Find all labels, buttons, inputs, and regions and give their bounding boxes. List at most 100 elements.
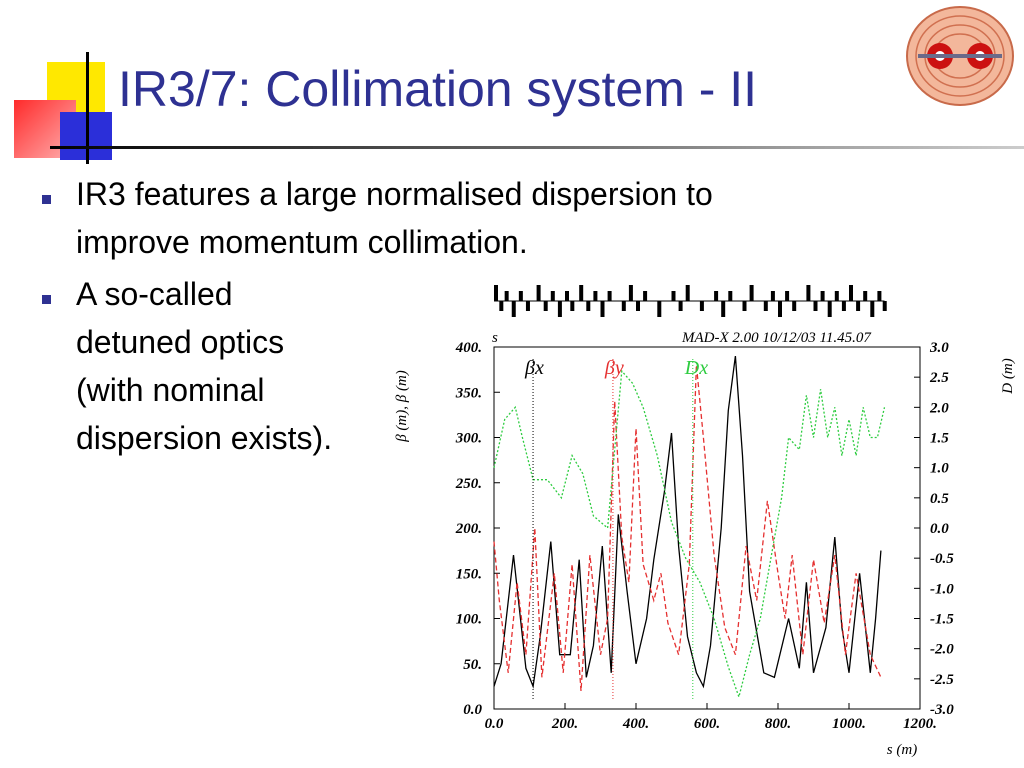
- bullet-line: IR3 features a large normalised dispersi…: [76, 176, 713, 212]
- bullet-line: detuned optics: [76, 324, 285, 360]
- bullet-marker: [42, 195, 51, 204]
- series-line-beta-y: [493, 365, 882, 691]
- lattice-element: [671, 291, 676, 301]
- lattice-element: [494, 285, 498, 301]
- lattice-element: [749, 285, 754, 301]
- x-tick-label: 1200.: [903, 716, 937, 732]
- y2-tick-label: 2.5: [929, 370, 949, 386]
- lattice-element: [525, 301, 530, 311]
- plot-header: MAD-X 2.00 10/12/03 11.45.07: [681, 330, 872, 346]
- lattice-strip: [494, 285, 887, 317]
- lattice-element: [621, 301, 626, 311]
- lattice-element: [636, 301, 640, 311]
- lhc-logo-icon: [906, 6, 1014, 106]
- y-tick-label: 250.: [455, 476, 482, 492]
- lattice-element: [600, 301, 605, 317]
- y2-tick-label: 2.0: [929, 400, 949, 416]
- y2-tick-label: 0.0: [930, 521, 949, 537]
- lattice-element: [657, 301, 662, 317]
- y2-tick-label: -0.5: [930, 551, 954, 567]
- deco-horizontal-rule: [50, 146, 1024, 149]
- y2-tick-label: -1.5: [930, 612, 954, 628]
- lattice-element: [543, 301, 548, 311]
- lattice-element: [863, 291, 868, 301]
- legend-label: βx: [524, 357, 544, 379]
- y2-tick-label: 3.0: [929, 340, 949, 356]
- lattice-element: [742, 301, 747, 311]
- lattice-element: [593, 291, 598, 301]
- slide-title: IR3/7: Collimation system - II: [118, 61, 758, 117]
- bullet-line: improve momentum collimation.: [76, 224, 528, 260]
- y-tick-label: 350.: [455, 385, 482, 401]
- lattice-element: [565, 291, 569, 301]
- y-axis-label: β (m), β (m): [394, 370, 410, 443]
- lattice-element: [550, 291, 555, 301]
- lattice-element: [536, 285, 541, 301]
- y2-tick-label: -2.5: [930, 672, 954, 688]
- y-tick-label: 50.: [463, 657, 482, 673]
- lattice-element: [518, 291, 523, 301]
- plot-series: [493, 356, 886, 700]
- x-tick-label: 400.: [622, 716, 649, 732]
- lattice-element: [856, 301, 861, 311]
- lattice-element: [511, 301, 516, 317]
- x-tick-label: 1000.: [832, 716, 866, 732]
- y-tick-label: 200.: [455, 521, 482, 537]
- deco-vertical-line: [86, 52, 89, 164]
- lattice-element: [770, 291, 775, 301]
- lattice-element: [813, 301, 818, 311]
- legend-label: Dx: [684, 357, 708, 379]
- y2-tick-label: 1.5: [930, 431, 949, 447]
- lattice-element: [882, 301, 887, 311]
- x-tick-label: 600.: [694, 716, 720, 732]
- series-line-dx: [493, 369, 886, 700]
- lattice-element: [763, 301, 768, 311]
- lattice-element: [778, 301, 782, 317]
- lattice-element: [870, 301, 875, 317]
- lattice-element: [678, 301, 683, 311]
- y2-tick-label: -1.0: [930, 581, 954, 597]
- lattice-element: [699, 301, 704, 311]
- lattice-element: [785, 291, 790, 301]
- series-line-beta-x: [493, 356, 882, 689]
- lattice-element: [586, 301, 591, 311]
- lattice-element: [820, 291, 825, 301]
- bullet-marker: [42, 295, 51, 304]
- lattice-element: [607, 291, 612, 301]
- y-tick-label: 400.: [455, 340, 482, 356]
- y-tick-label: 150.: [456, 566, 482, 582]
- y2-tick-label: 1.0: [930, 461, 949, 477]
- plot-axes: 0.0 200. 400. 600. 800. 1000. 1200. 0.0 50. 100. 1…: [455, 340, 954, 732]
- x-tick-label: 200.: [551, 716, 578, 732]
- lattice-element: [834, 291, 839, 301]
- lattice-element: [628, 285, 633, 301]
- lattice-element: [877, 291, 882, 301]
- y-tick-label: 300.: [455, 431, 482, 447]
- plot-markers: βx βy Dx: [524, 357, 708, 699]
- lattice-element: [827, 301, 832, 317]
- x-axis-label: s (m): [887, 742, 917, 758]
- lattice-element: [721, 301, 726, 317]
- x-tick-label: 0.0: [485, 716, 504, 732]
- y2-tick-label: -3.0: [930, 702, 954, 718]
- lattice-element: [728, 291, 733, 301]
- lattice-element: [849, 285, 853, 301]
- y-tick-label: 100.: [456, 612, 482, 628]
- lattice-element: [504, 291, 509, 301]
- lattice-element: [841, 301, 846, 311]
- lattice-element: [806, 285, 811, 301]
- bullet-line: (with nominal: [76, 372, 265, 408]
- y2-tick-label: -2.0: [930, 642, 954, 658]
- bullet-line: dispersion exists).: [76, 420, 333, 456]
- top-s-label: s: [492, 330, 498, 346]
- y-tick-label: 0.0: [463, 702, 482, 718]
- lattice-element: [557, 301, 562, 317]
- x-tick-label: 800.: [765, 716, 791, 732]
- lattice-element: [792, 301, 797, 311]
- lattice-element: [714, 291, 719, 301]
- lattice-element: [685, 285, 690, 301]
- bullet-line: A so-called: [76, 276, 233, 312]
- y2-axis-label: D (m): [1000, 358, 1016, 394]
- lattice-element: [499, 301, 504, 311]
- optics-plot: s MAD-X 2.00 10/12/03 11.45.07 0.0 200. 40…: [386, 276, 1024, 768]
